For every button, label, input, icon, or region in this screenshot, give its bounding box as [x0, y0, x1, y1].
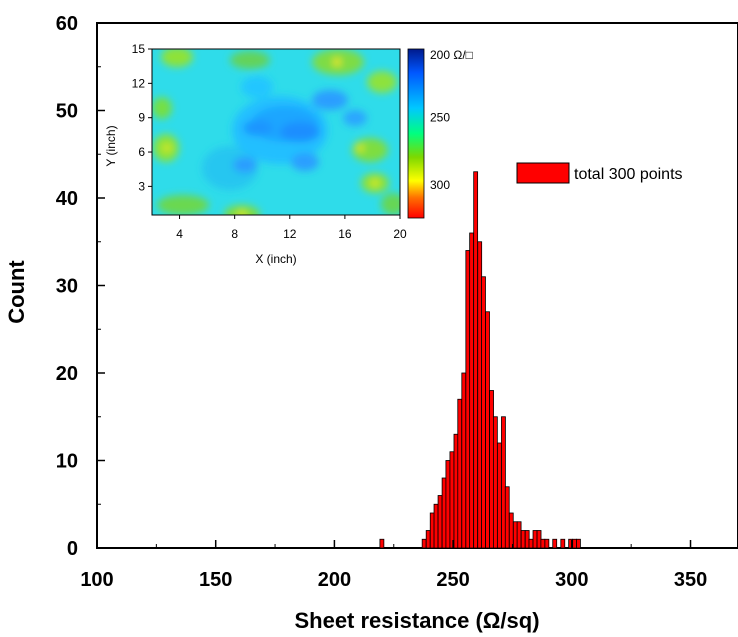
inset-y-tick-label: 3 — [138, 179, 145, 193]
x-axis-title: Sheet resistance (Ω/sq) — [294, 608, 539, 633]
inset-y-tick-label: 6 — [138, 145, 145, 159]
y-tick-label: 60 — [56, 13, 78, 35]
histogram-bar-32 — [544, 538, 550, 549]
histogram-bar-2 — [425, 530, 431, 549]
x-tick-label: 100 — [80, 569, 113, 591]
histogram-bar-36 — [572, 538, 578, 549]
histogram-bar-16 — [481, 276, 486, 549]
inset-y-axis-title: Y (inch) — [104, 125, 118, 166]
histogram-bar-6 — [441, 477, 447, 549]
heatmap-contours — [152, 49, 400, 215]
histogram-bar-11 — [461, 372, 467, 549]
histogram-bar-4 — [433, 503, 439, 549]
inset-y-tick-label: 15 — [132, 42, 146, 56]
inset-x-tick-label: 16 — [338, 227, 352, 241]
x-axis-ticks: 100 150 200 250 300 350 — [80, 540, 707, 591]
histogram-bar-31 — [540, 538, 546, 549]
histogram-bar-19 — [492, 416, 498, 549]
histogram-bar-10 — [457, 398, 463, 549]
y-axis-title: Count — [4, 260, 29, 324]
histogram-bar-37 — [576, 538, 581, 549]
histogram-bar-20 — [497, 442, 502, 549]
histogram-bar-5 — [437, 495, 443, 549]
histogram-bar-3 — [429, 512, 435, 549]
histogram-bar-14 — [473, 171, 479, 549]
legend: total 300 points — [516, 162, 683, 184]
histogram-bar-24 — [512, 521, 518, 549]
inset-x-tick-label: 8 — [231, 227, 238, 241]
histogram-bar-26 — [520, 530, 526, 549]
x-tick-label: 150 — [199, 569, 232, 591]
y-tick-label: 10 — [56, 451, 78, 473]
inset-x-tick-label: 4 — [176, 227, 183, 241]
histogram-bar-12 — [465, 250, 471, 549]
x-tick-label: 250 — [436, 569, 469, 591]
y-tick-label: 40 — [56, 188, 78, 210]
y-tick-label: 20 — [56, 363, 78, 385]
x-tick-label: 350 — [674, 569, 707, 591]
colorbar-labels: 200 Ω/□ 250 300 — [430, 48, 473, 192]
histogram-bar-7 — [445, 460, 451, 549]
x-tick-label: 300 — [555, 569, 588, 591]
inset-y-tick-label: 9 — [138, 111, 145, 125]
histogram-bar-33 — [552, 538, 558, 549]
histogram-bars — [379, 171, 581, 549]
histogram-bar-9 — [453, 433, 459, 549]
legend-swatch — [516, 162, 570, 184]
colorbar-label: 300 — [430, 178, 450, 192]
histogram-bar-29 — [532, 530, 538, 549]
histogram-bar-18 — [489, 390, 494, 549]
histogram-bar-13 — [469, 232, 475, 549]
histogram-bar-34 — [560, 538, 566, 549]
y-tick-label: 0 — [67, 538, 78, 560]
inset-x-tick-label: 20 — [393, 227, 407, 241]
histogram-bar-21 — [501, 416, 506, 549]
y-axis-ticks: 0 10 20 30 40 50 60 — [56, 13, 105, 560]
colorbar-label: 250 — [430, 111, 450, 125]
histogram-bar-25 — [516, 521, 522, 549]
histogram-bar-1 — [421, 538, 427, 549]
y-tick-label: 30 — [56, 276, 78, 298]
inset-frame — [151, 48, 401, 216]
inset-y-tick-label: 12 — [132, 76, 146, 90]
histogram-bar-28 — [528, 538, 534, 549]
inset-x-ticks: 4 8 12 16 20 — [176, 215, 407, 241]
colorbar — [407, 48, 425, 219]
histogram-bar-30 — [536, 530, 542, 549]
y-tick-label: 50 — [56, 101, 78, 123]
x-tick-label: 200 — [318, 569, 351, 591]
inset-x-axis-title: X (inch) — [255, 252, 296, 266]
histogram-bar-27 — [524, 530, 530, 549]
legend-label: total 300 points — [574, 166, 683, 183]
inset-y-ticks: 3 6 9 12 15 — [132, 42, 152, 193]
colorbar-label: 200 Ω/□ — [430, 48, 473, 62]
histogram-bar-22 — [504, 486, 510, 549]
inset-heatmap: 4 8 12 16 20 3 6 9 12 15 X (inch) Y (inch) 200 Ω… — [104, 42, 473, 266]
histogram-bar-17 — [485, 311, 490, 549]
inset-x-tick-label: 12 — [283, 227, 297, 241]
histogram-bar-23 — [508, 512, 514, 549]
histogram-bar-15 — [477, 241, 483, 549]
histogram-bar-0 — [379, 538, 385, 549]
histogram-bar-8 — [449, 451, 455, 549]
